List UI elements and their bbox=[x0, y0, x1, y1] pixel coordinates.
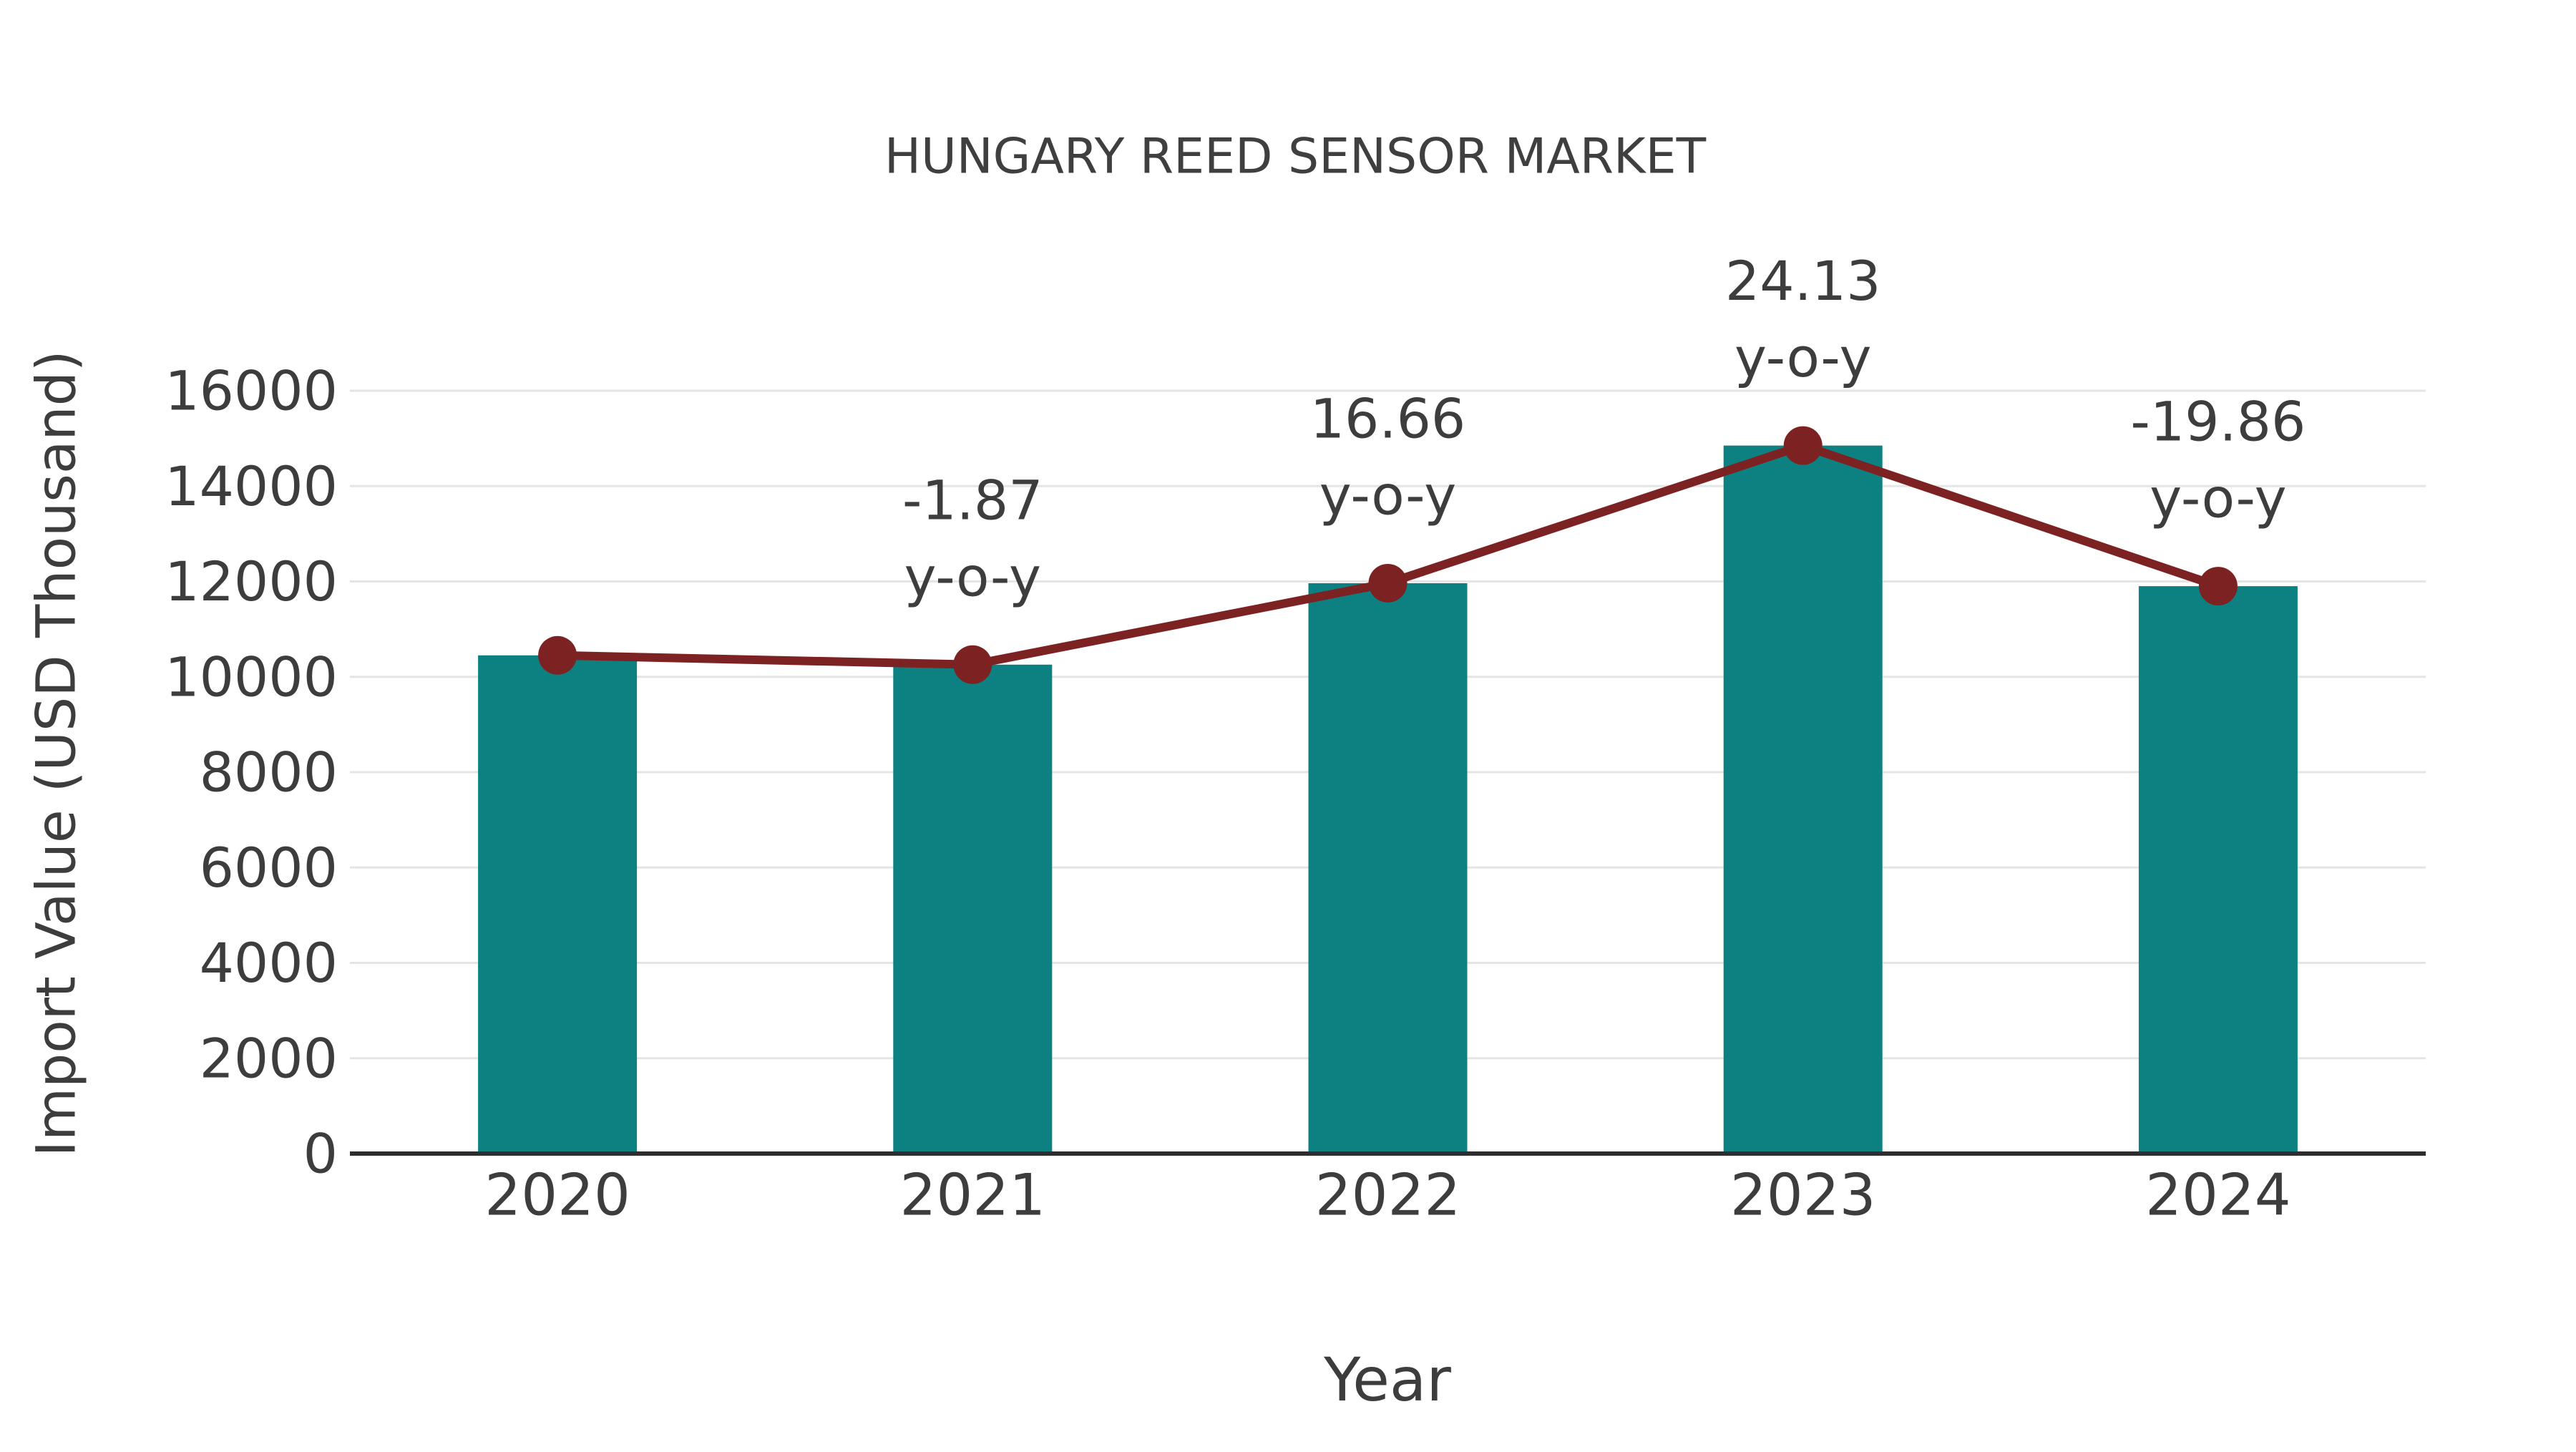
y-tick-label-16000: 16000 bbox=[165, 359, 338, 423]
annotation-value-2023: 24.13 bbox=[1725, 249, 1881, 313]
bar-2020 bbox=[478, 655, 638, 1154]
y-tick-label-6000: 6000 bbox=[200, 836, 338, 900]
annotation-value-2021: -1.87 bbox=[902, 468, 1043, 532]
x-tick-label-2023: 2023 bbox=[1730, 1162, 1876, 1229]
marker-2022 bbox=[1368, 563, 1407, 603]
chart-title: HUNGARY REED SENSOR MARKET bbox=[884, 129, 1707, 185]
y-tick-label-10000: 10000 bbox=[165, 645, 338, 708]
y-tick-label-12000: 12000 bbox=[165, 550, 338, 613]
x-tick-label-2022: 2022 bbox=[1315, 1162, 1461, 1229]
x-tick-labels: 2020 2021 2022 2023 2024 bbox=[484, 1162, 2290, 1229]
yoy-annotations: -1.87 y-o-y 16.66 y-o-y 24.13 y-o-y -19.86 y-o-… bbox=[902, 249, 2306, 608]
x-tick-label-2021: 2021 bbox=[900, 1162, 1046, 1229]
bar-2023 bbox=[1723, 445, 1883, 1154]
bars bbox=[478, 445, 2298, 1154]
y-tick-label-4000: 4000 bbox=[200, 931, 338, 995]
marker-2020 bbox=[538, 635, 577, 675]
annotation-suffix-2023: y-o-y bbox=[1735, 326, 1871, 389]
marker-2021 bbox=[953, 645, 992, 684]
line-markers bbox=[538, 426, 2238, 684]
bar-2021 bbox=[893, 664, 1053, 1154]
y-tick-labels: 0 2000 4000 6000 8000 10000 12000 14000 16000 bbox=[165, 359, 338, 1186]
y-axis-label: Import Value (USD Thousand) bbox=[24, 351, 88, 1157]
bar-2022 bbox=[1308, 583, 1468, 1154]
y-tick-label-2000: 2000 bbox=[200, 1026, 338, 1090]
annotation-value-2024: -19.86 bbox=[2130, 390, 2306, 454]
y-tick-label-14000: 14000 bbox=[165, 454, 338, 518]
annotation-suffix-2024: y-o-y bbox=[2150, 467, 2286, 530]
x-tick-label-2024: 2024 bbox=[2145, 1162, 2291, 1229]
marker-2024 bbox=[2198, 567, 2238, 606]
x-tick-label-2020: 2020 bbox=[484, 1162, 630, 1229]
x-axis-label: Year bbox=[1323, 1345, 1451, 1415]
annotation-suffix-2022: y-o-y bbox=[1319, 463, 1456, 527]
y-tick-label-0: 0 bbox=[303, 1122, 338, 1186]
annotation-suffix-2021: y-o-y bbox=[904, 545, 1041, 608]
y-tick-label-8000: 8000 bbox=[200, 741, 338, 804]
marker-2023 bbox=[1783, 426, 1823, 465]
bar-2024 bbox=[2138, 586, 2298, 1154]
annotation-value-2022: 16.66 bbox=[1310, 386, 1466, 450]
